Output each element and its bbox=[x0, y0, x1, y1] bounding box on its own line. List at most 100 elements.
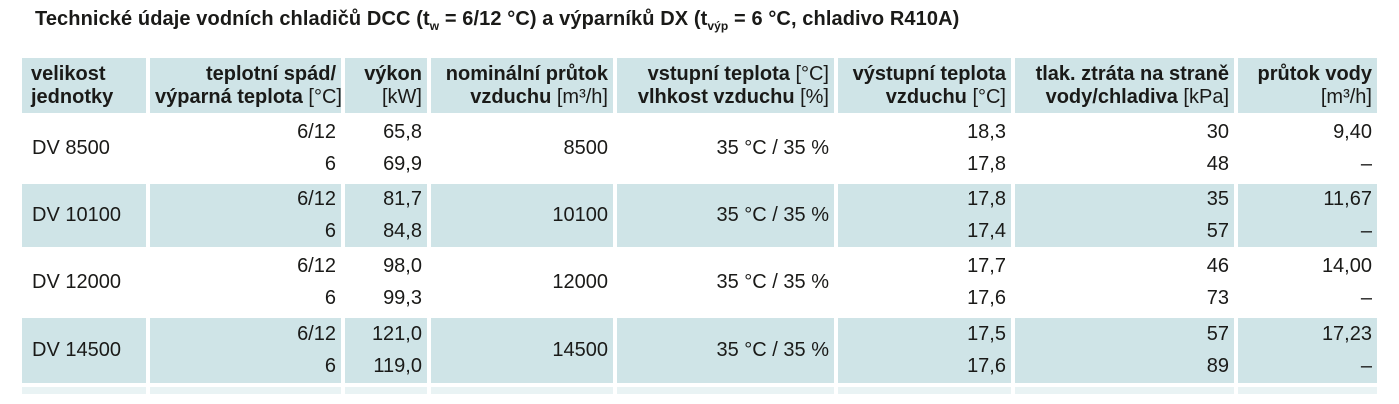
header-line: teplotní spád/ bbox=[155, 63, 336, 86]
waterflow-cell-value: 17,23 bbox=[1321, 322, 1372, 345]
pressure-cell-value: 57 bbox=[1206, 219, 1229, 242]
airflow-cell: 14500 bbox=[431, 318, 613, 383]
header-unit: [m³/h] bbox=[556, 85, 608, 108]
outlet-cell-value: 17,4 bbox=[967, 219, 1006, 242]
header-text: výstupní teplota bbox=[852, 62, 1006, 85]
outlet-cell-value: 17,6 bbox=[967, 355, 1006, 378]
header-line: výparná teplota [°C] bbox=[155, 86, 342, 109]
header-text: teplotní spád/ bbox=[206, 62, 336, 85]
gradient-cell: 6/12 6 bbox=[150, 251, 341, 314]
waterflow-cell: 11,67 – bbox=[1238, 184, 1377, 247]
pressure-cell: 30 48 bbox=[1015, 117, 1234, 180]
header-cell-inlet: vstupní teplota [°C] vlhkost vzduchu [%] bbox=[617, 58, 834, 113]
partial-cell-gradient bbox=[150, 387, 341, 394]
power-cell-value: 81,7 bbox=[383, 188, 422, 211]
header-text: nominální průtok bbox=[445, 62, 608, 85]
outlet-cell-value: 17,8 bbox=[967, 188, 1006, 211]
power-cell: 81,7 84,8 bbox=[345, 184, 427, 247]
header-line: výkon bbox=[350, 63, 422, 86]
outlet-cell: 17,8 17,4 bbox=[838, 184, 1011, 247]
pressure-cell-value: 73 bbox=[1206, 286, 1229, 309]
outlet-cell-value: 17,8 bbox=[967, 152, 1006, 175]
header-text: průtok vody bbox=[1257, 62, 1372, 85]
partial-cell-airflow bbox=[431, 387, 613, 394]
waterflow-cell-value: 11,67 bbox=[1323, 188, 1372, 211]
inlet-cell: 35 °C / 35 % bbox=[617, 318, 834, 383]
airflow-cell: 10100 bbox=[431, 184, 613, 247]
power-cell: 121,0 119,0 bbox=[345, 318, 427, 383]
unit-cell: DV 8500 bbox=[22, 117, 146, 180]
airflow-cell: 8500 bbox=[431, 117, 613, 180]
header-line: vody/chladiva [kPa] bbox=[1020, 86, 1229, 109]
waterflow-cell-value: – bbox=[1360, 152, 1372, 175]
power-cell: 65,8 69,9 bbox=[345, 117, 427, 180]
header-line: vzduchu [°C] bbox=[843, 86, 1006, 109]
power-cell-value: 65,8 bbox=[383, 121, 422, 144]
pressure-cell-value: 46 bbox=[1206, 255, 1229, 278]
partial-next-row bbox=[22, 387, 1377, 394]
gradient-cell: 6/12 6 bbox=[150, 184, 341, 247]
outlet-cell: 17,7 17,6 bbox=[838, 251, 1011, 314]
page-title: Technické údaje vodních chladičů DCC (tw… bbox=[35, 8, 960, 33]
header-cell-airflow: nominální průtok vzduchu [m³/h] bbox=[431, 58, 613, 113]
gradient-cell: 6/12 6 bbox=[150, 117, 341, 180]
header-cell-outlet: výstupní teplota vzduchu [°C] bbox=[838, 58, 1011, 113]
header-line: vstupní teplota [°C] bbox=[622, 63, 829, 86]
header-line: tlak. ztráta na straně bbox=[1020, 63, 1229, 86]
title-subscript: výp bbox=[707, 19, 729, 33]
header-line: velikost bbox=[31, 63, 141, 86]
header-text: tlak. ztráta na straně bbox=[1035, 62, 1229, 85]
table-body: DV 8500 6/12 6 65,8 69,9 8500 35 °C / 35 % 18,3… bbox=[22, 117, 1377, 383]
pressure-cell-value: 48 bbox=[1206, 152, 1229, 175]
gradient-cell-value: 6/12 bbox=[297, 121, 336, 144]
header-text: vlhkost vzduchu bbox=[637, 85, 801, 108]
header-cell-gradient: teplotní spád/výparná teplota [°C] bbox=[150, 58, 342, 113]
outlet-cell-value: 18,3 bbox=[967, 121, 1006, 144]
waterflow-cell-value: 9,40 bbox=[1333, 121, 1372, 144]
header-line: výstupní teplota bbox=[843, 63, 1006, 86]
header-line: vlhkost vzduchu [%] bbox=[622, 86, 829, 109]
header-text: vzduchu bbox=[470, 85, 557, 108]
header-unit: [kW] bbox=[382, 85, 422, 108]
header-line: [kW] bbox=[350, 86, 422, 109]
inlet-cell: 35 °C / 35 % bbox=[617, 184, 834, 247]
pressure-cell-value: 35 bbox=[1206, 188, 1229, 211]
gradient-cell-value: 6/12 bbox=[297, 188, 336, 211]
header-line: průtok vody bbox=[1243, 63, 1372, 86]
outlet-cell-value: 17,5 bbox=[967, 322, 1006, 345]
header-cell-waterflow: průtok vody [m³/h] bbox=[1238, 58, 1377, 113]
power-cell-value: 98,0 bbox=[383, 255, 422, 278]
row-group-dv-10100: DV 10100 6/12 6 81,7 84,8 10100 35 °C / 35 % 17… bbox=[22, 184, 1377, 247]
pressure-cell-value: 30 bbox=[1206, 121, 1229, 144]
outlet-cell-value: 17,7 bbox=[967, 255, 1006, 278]
gradient-cell-value: 6/12 bbox=[297, 322, 336, 345]
header-unit: [°C] bbox=[972, 85, 1006, 108]
waterflow-cell-value: – bbox=[1360, 286, 1372, 309]
partial-cell-outlet bbox=[838, 387, 1011, 394]
partial-cell-pressure bbox=[1015, 387, 1234, 394]
partial-cell-inlet bbox=[617, 387, 834, 394]
power-cell-value: 84,8 bbox=[383, 219, 422, 242]
waterflow-cell-value: 14,00 bbox=[1321, 255, 1372, 278]
gradient-cell-value: 6 bbox=[324, 219, 336, 242]
header-line: nominální průtok bbox=[436, 63, 608, 86]
waterflow-cell-value: – bbox=[1360, 355, 1372, 378]
title-text: Technické údaje vodních chladičů DCC (t bbox=[35, 8, 430, 30]
waterflow-cell: 17,23 – bbox=[1238, 318, 1377, 383]
header-unit: [m³/h] bbox=[1320, 85, 1372, 108]
header-unit: [kPa] bbox=[1183, 85, 1229, 108]
power-cell: 98,0 99,3 bbox=[345, 251, 427, 314]
title-text: = 6/12 °C) a výparníků DX (t bbox=[439, 8, 708, 30]
outlet-cell-value: 17,6 bbox=[967, 286, 1006, 309]
power-cell-value: 121,0 bbox=[371, 322, 422, 345]
row-group-dv-12000: DV 12000 6/12 6 98,0 99,3 12000 35 °C / 35 % 17… bbox=[22, 251, 1377, 314]
header-line: [m³/h] bbox=[1243, 86, 1372, 109]
outlet-cell: 18,3 17,8 bbox=[838, 117, 1011, 180]
pressure-cell: 35 57 bbox=[1015, 184, 1234, 247]
inlet-cell: 35 °C / 35 % bbox=[617, 117, 834, 180]
title-text: = 6 °C, chladivo R410A) bbox=[728, 8, 960, 30]
outlet-cell: 17,5 17,6 bbox=[838, 318, 1011, 383]
header-text: vstupní teplota bbox=[647, 62, 796, 85]
header-line: vzduchu [m³/h] bbox=[436, 86, 608, 109]
gradient-cell-value: 6 bbox=[324, 355, 336, 378]
